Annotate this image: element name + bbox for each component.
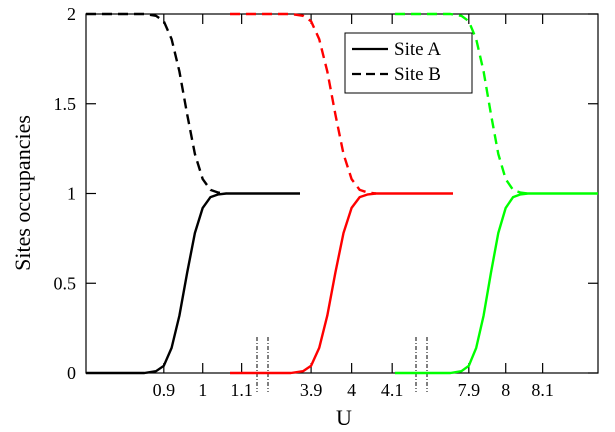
x-tick-label: 0.9 bbox=[153, 380, 176, 400]
series-site-a-line bbox=[230, 192, 453, 375]
legend-label-site-b: Site B bbox=[394, 64, 441, 85]
y-tick-label: 1 bbox=[67, 184, 76, 204]
legend: Site A Site B bbox=[344, 32, 473, 94]
x-axis-label: U bbox=[336, 405, 352, 430]
x-tick-label: 4.1 bbox=[381, 380, 404, 400]
series-site-a-line bbox=[395, 192, 598, 375]
legend-label-site-a: Site A bbox=[394, 39, 441, 60]
series-site-b-line bbox=[230, 12, 377, 195]
series-site-b-line bbox=[395, 12, 529, 195]
x-tick-label: 8 bbox=[501, 380, 510, 400]
y-tick-label: 0.5 bbox=[54, 273, 77, 293]
x-tick-label: 8.1 bbox=[531, 380, 554, 400]
series-site-b-line bbox=[86, 12, 227, 195]
y-tick-label: 0 bbox=[67, 363, 76, 383]
x-tick-label: 3.9 bbox=[300, 380, 323, 400]
x-axis: 0.9 1 1.1 3.9 4 4.1 7.9 8 8.1 bbox=[153, 14, 554, 400]
y-axis-label: Sites occupancies bbox=[10, 115, 35, 271]
series-layer bbox=[86, 12, 598, 375]
x-tick-label: 1.1 bbox=[230, 380, 253, 400]
y-tick-label: 2 bbox=[67, 4, 76, 24]
y-tick-label: 1.5 bbox=[54, 94, 77, 114]
axis-break-marks bbox=[256, 337, 428, 392]
legend-box bbox=[344, 32, 473, 94]
x-tick-label: 1 bbox=[198, 380, 207, 400]
x-tick-label: 4 bbox=[347, 380, 356, 400]
x-tick-label: 7.9 bbox=[458, 380, 481, 400]
series-site-a-line bbox=[86, 192, 300, 375]
